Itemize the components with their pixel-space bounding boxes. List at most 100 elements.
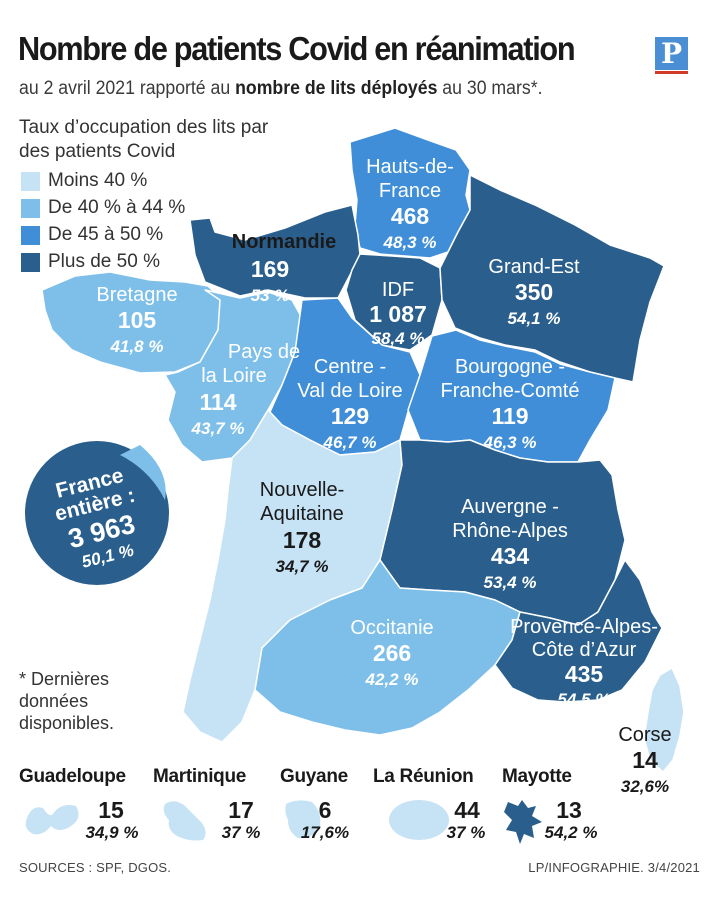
overseas-value: 44 bbox=[454, 797, 480, 823]
overseas-pct: 54,2 % bbox=[544, 823, 598, 842]
subtitle-date: au 2 avril 2021 rapporté au bbox=[19, 78, 236, 99]
overseas-name: Mayotte bbox=[502, 766, 572, 787]
region-value: 105 bbox=[118, 307, 157, 333]
label-nouvelle-aquitaine: Nouvelle- Aquitaine 178 34,7 % bbox=[260, 479, 344, 576]
page-subtitle: au 2 avril 2021 rapporté au nombre de li… bbox=[19, 78, 542, 100]
footnote: * Dernières données disponibles. bbox=[19, 669, 115, 733]
legend-swatch-gt50 bbox=[21, 252, 40, 272]
overseas-name: Guadeloupe bbox=[19, 766, 126, 787]
overseas-pct: 17,6% bbox=[300, 823, 350, 842]
legend-label: De 45 à 50 % bbox=[48, 224, 164, 245]
label-auvergne: Auvergne - Rhône-Alpes 434 53,4 % bbox=[452, 496, 568, 592]
legend-swatch-lt40 bbox=[21, 171, 40, 191]
region-idf[interactable] bbox=[345, 253, 443, 351]
mayotte-shape bbox=[504, 800, 542, 844]
region-pct: 42,2 % bbox=[365, 670, 419, 689]
region-value: 169 bbox=[251, 256, 289, 282]
region-paca[interactable] bbox=[494, 559, 663, 703]
region-value: 178 bbox=[283, 527, 322, 553]
region-pct: 58,4 % bbox=[372, 329, 425, 348]
region-value: 129 bbox=[331, 403, 369, 429]
region-pct: 43,7 % bbox=[191, 419, 245, 438]
region-pct: 54,5 % bbox=[558, 690, 611, 709]
label-bretagne: Bretagne 105 41,8 % bbox=[96, 284, 177, 356]
overseas-pct: 34,9 % bbox=[85, 823, 139, 842]
region-name: Côte d’Azur bbox=[532, 639, 637, 661]
region-pct: 34,7 % bbox=[276, 557, 329, 576]
legend-swatch-45-50 bbox=[21, 225, 40, 245]
label-corse: Corse 14 32,6% bbox=[618, 724, 671, 796]
region-value: 14 bbox=[632, 747, 658, 773]
label-bourgogne: Bourgogne - Franche-Comté 119 46,3 % bbox=[441, 356, 580, 452]
legend-item-lt40: Moins 40 % bbox=[21, 170, 147, 192]
subtitle-date-end: au 30 mars*. bbox=[437, 78, 543, 99]
label-occitanie: Occitanie 266 42,2 % bbox=[350, 617, 433, 689]
region-name: Bourgogne - bbox=[455, 356, 565, 378]
region-name: Auvergne - bbox=[461, 496, 559, 518]
region-pct: 53 % bbox=[251, 286, 290, 305]
page-title: Nombre de patients Covid en réanimation bbox=[18, 30, 576, 67]
overseas-value: 13 bbox=[556, 797, 582, 823]
label-centre: Centre - Val de Loire 129 46,7 % bbox=[297, 356, 402, 452]
region-pct: 53,4 % bbox=[484, 573, 537, 592]
region-pct: 54,1 % bbox=[508, 309, 561, 328]
region-pct: 32,6% bbox=[621, 777, 669, 796]
region-name: Bretagne bbox=[96, 284, 177, 306]
label-normandie: Normandie bbox=[232, 231, 336, 253]
region-pct: 41,8 % bbox=[110, 337, 164, 356]
overseas-pct: 37 % bbox=[221, 823, 261, 842]
legend-title: Taux d’occupation des lits par des patie… bbox=[19, 117, 269, 162]
region-value: 435 bbox=[565, 661, 604, 687]
france-total-badge: France entière : 3 963 50,1 % bbox=[25, 441, 169, 585]
legend-item-40-44: De 40 % à 44 % bbox=[21, 197, 185, 219]
logo-underline bbox=[655, 71, 688, 74]
region-pct: 48,3 % bbox=[383, 233, 437, 252]
label-idf: IDF 1 087 58,4 % bbox=[369, 279, 427, 348]
region-name: Normandie bbox=[232, 231, 336, 253]
legend-item-45-50: De 45 à 50 % bbox=[21, 224, 163, 246]
overseas-mayotte: Mayotte 13 54,2 % bbox=[502, 766, 612, 846]
region-name: IDF bbox=[382, 279, 414, 301]
label-hauts-de-france: Hauts-de- France 468 48,3 % bbox=[366, 156, 454, 252]
le-parisien-logo: P bbox=[655, 37, 688, 70]
legend-swatch-40-44 bbox=[21, 198, 40, 218]
region-name: la Loire bbox=[201, 365, 267, 387]
region-corse[interactable] bbox=[643, 667, 685, 773]
region-name: Pays de bbox=[228, 341, 300, 363]
overseas-name: La Réunion bbox=[373, 766, 474, 787]
region-name: Val de Loire bbox=[297, 380, 402, 402]
label-pays-de-la-loire: Pays de la Loire 114 43,7 % bbox=[191, 341, 301, 438]
region-pct: 46,3 % bbox=[483, 433, 537, 452]
region-name: Provence-Alpes- bbox=[510, 616, 658, 638]
overseas-guyane: Guyane 6 17,6% bbox=[280, 766, 370, 846]
region-name: Nouvelle- bbox=[260, 479, 344, 501]
label-grand-est: Grand-Est 350 54,1 % bbox=[488, 256, 580, 328]
overseas-name: Martinique bbox=[153, 766, 247, 787]
region-pct: 46,7 % bbox=[323, 433, 377, 452]
overseas-value: 6 bbox=[318, 797, 332, 823]
region-name: France bbox=[379, 180, 441, 202]
region-name: Occitanie bbox=[350, 617, 433, 639]
sources: SOURCES : SPF, DGOS. bbox=[19, 860, 172, 875]
overseas-value: 15 bbox=[98, 797, 124, 823]
region-value: 266 bbox=[373, 640, 411, 666]
region-name: Corse bbox=[618, 724, 671, 746]
overseas-pct: 37 % bbox=[446, 823, 486, 842]
martinique-shape bbox=[163, 801, 206, 841]
region-pays-de-la-loire[interactable] bbox=[164, 289, 303, 463]
guyane-shape bbox=[285, 800, 321, 839]
legend-label: Moins 40 % bbox=[48, 170, 148, 191]
credit: LP/INFOGRAPHIE. 3/4/2021 bbox=[528, 860, 700, 875]
region-name: Grand-Est bbox=[488, 256, 580, 278]
overseas-guadeloupe: Guadeloupe 15 34,9 % bbox=[19, 766, 149, 846]
overseas-name: Guyane bbox=[280, 766, 348, 787]
label-paca: Provence-Alpes- Côte d’Azur 435 54,5 % bbox=[510, 616, 658, 709]
overseas-la-reunion: La Réunion 44 37 % bbox=[373, 766, 498, 846]
region-value: 114 bbox=[199, 389, 236, 415]
region-name: Hauts-de- bbox=[366, 156, 454, 178]
region-value: 350 bbox=[515, 279, 553, 305]
label-normandie-values: 169 53 % bbox=[251, 256, 290, 305]
region-value: 1 087 bbox=[369, 301, 427, 327]
region-name: Centre - bbox=[314, 356, 386, 378]
